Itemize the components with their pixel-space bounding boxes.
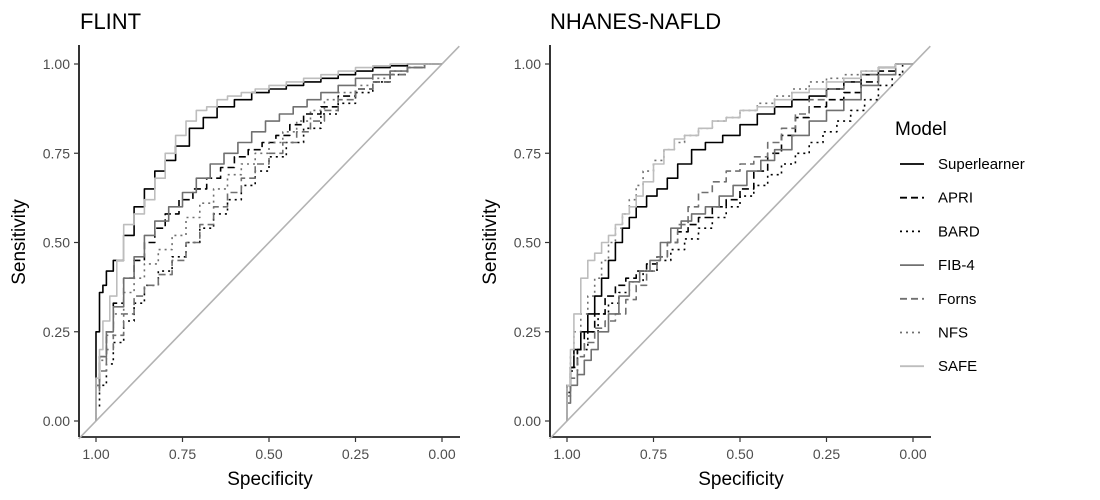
legend-label-superlearner: Superlearner (938, 156, 1025, 173)
x-tick-label: 1.00 (553, 446, 580, 462)
y-tick-label: 0.50 (514, 235, 541, 251)
legend-label-nfs: NFS (938, 325, 968, 342)
x-axis-title-flint: Specificity (227, 469, 313, 490)
legend: Model SuperlearnerAPRIBARDFIB-4FornsNFSS… (895, 119, 1025, 375)
roc-curve-forns-flint (95, 63, 442, 421)
y-tick-label: 0.75 (43, 145, 70, 161)
x-tick-label: 0.00 (899, 446, 926, 462)
x-tick-label: 0.00 (428, 446, 455, 462)
legend-label-forns: Forns (938, 291, 976, 308)
panel-title-flint: FLINT (80, 9, 141, 34)
x-tick-label: 1.00 (82, 446, 109, 462)
x-tick-label: 0.75 (169, 446, 196, 462)
reference-diagonal-line (549, 45, 931, 440)
legend-label-apri: APRI (938, 190, 973, 207)
y-tick-label: 1.00 (514, 56, 541, 72)
reference-diagonal-line (78, 45, 460, 440)
roc-curve-superlearner-flint (95, 63, 442, 421)
legend-label-fib-4: FIB-4 (938, 257, 975, 274)
legend-label-bard: BARD (938, 223, 980, 240)
x-tick-label: 0.50 (255, 446, 282, 462)
y-tick-label: 0.00 (43, 413, 70, 429)
x-tick-label: 0.50 (726, 446, 753, 462)
x-tick-label: 0.75 (640, 446, 667, 462)
roc-curve-safe-nhanes-nafld (566, 63, 913, 421)
plot-area-flint: 0.00 0.25 0.50 0.75 1.00 1.00 0.75 0.50 0.25 0.00 (43, 45, 460, 462)
roc-curve-nfs-flint (95, 63, 442, 421)
y-axis-title-nhanes-nafld: Sensitivity (480, 199, 501, 285)
roc-curve-fib-4-flint (95, 63, 442, 421)
y-tick-label: 0.25 (514, 324, 541, 340)
y-tick-label: 0.50 (43, 235, 70, 251)
y-tick-label: 0.00 (514, 413, 541, 429)
y-tick-label: 0.75 (514, 145, 541, 161)
legend-label-safe: SAFE (938, 358, 977, 375)
panel-flint: FLINT 0.000.250.500.751.001.00 0.75 0.50 0.… (9, 9, 460, 490)
x-tick-label: 0.25 (813, 446, 840, 462)
roc-curve-safe-flint (95, 63, 442, 421)
x-axis-title-nhanes-nafld: Specificity (698, 469, 784, 490)
legend-items: Superlearner APRI BARD FIB-4 Forns NFS SAFE (900, 156, 1025, 375)
x-tick-label: 0.25 (342, 446, 369, 462)
plot-area-nhanes-nafld: 0.00 0.25 0.50 0.75 1.00 1.00 0.75 0.50 0.25 0.00 (514, 45, 931, 462)
y-tick-label: 0.25 (43, 324, 70, 340)
panel-nhanes-nafld: NHANES-NAFLD 0.00 0.25 0.50 0.75 1.00 1.00 0.7… (480, 9, 931, 490)
roc-curve-forns-nhanes-nafld (566, 63, 913, 421)
panel-title-nhanes-nafld: NHANES-NAFLD (550, 9, 721, 34)
y-axis-title-flint: Sensitivity (9, 199, 30, 285)
roc-curve-fib-4-nhanes-nafld (566, 63, 913, 421)
legend-title: Model (895, 119, 947, 140)
y-tick-label: 1.00 (43, 56, 70, 72)
